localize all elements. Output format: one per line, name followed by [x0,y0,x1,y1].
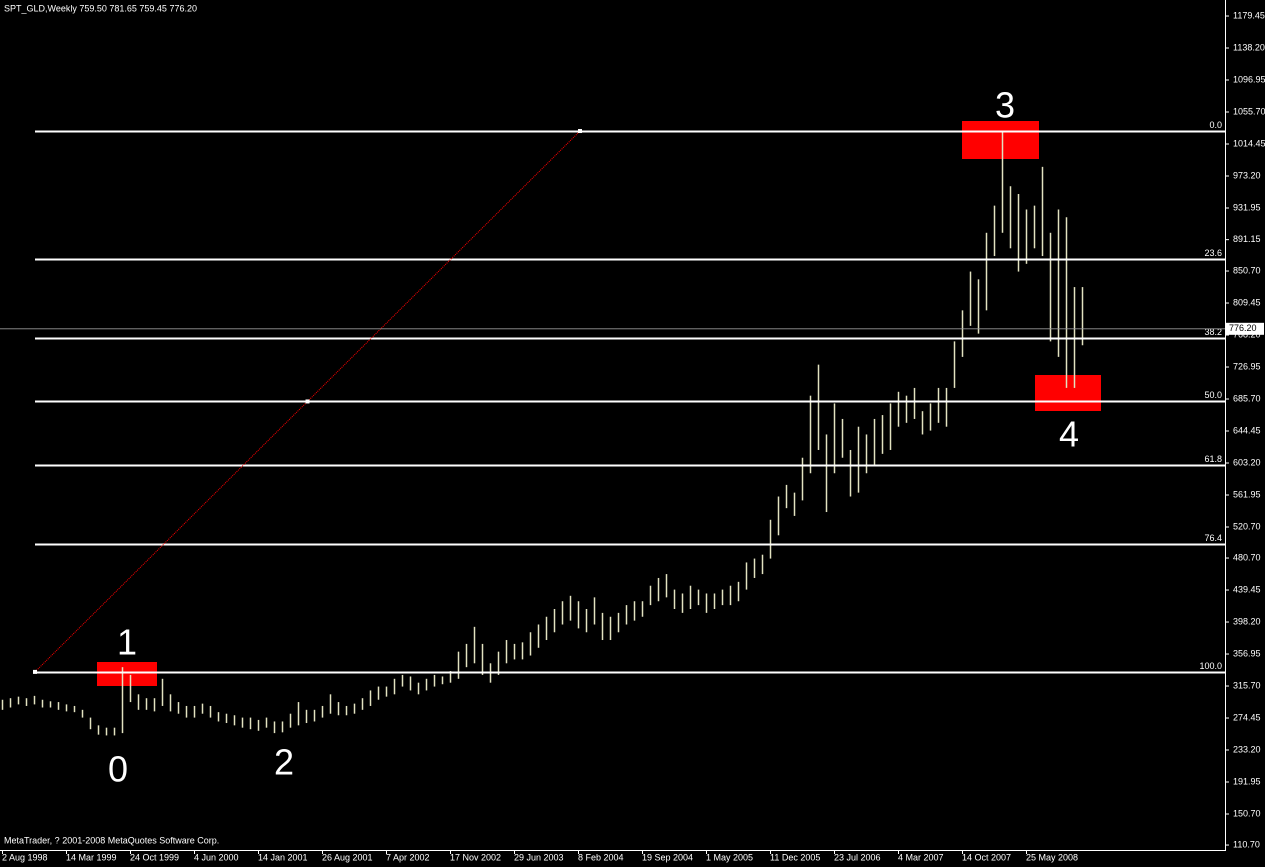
x-tick-label: 4 Jun 2000 [194,852,239,862]
y-tick-label: 931.95 [1233,202,1261,212]
x-tick-label: 14 Mar 1999 [66,852,117,862]
y-tick-label: 315.70 [1233,680,1261,690]
marker-box [1035,375,1101,411]
fibo-label: 0.0 [1209,120,1222,130]
y-tick-label: 356.95 [1233,648,1261,658]
y-tick-label: 726.95 [1233,361,1261,371]
last-price-label: 776.20 [1229,323,1257,333]
x-tick-label: 24 Oct 1999 [130,852,179,862]
wave-label: 1 [117,622,137,663]
x-tick-label: 7 Apr 2002 [386,852,430,862]
y-tick-label: 398.20 [1233,616,1261,626]
last-price-box [1226,322,1264,335]
x-tick-label: 17 Nov 2002 [450,852,501,862]
fibo-label: 76.4 [1204,533,1222,543]
fibo-label: 100.0 [1199,661,1222,671]
fibo-anchor [578,129,582,134]
y-tick-label: 150.70 [1233,808,1261,818]
y-tick-label: 850.70 [1233,265,1261,275]
y-tick-label: 110.70 [1233,839,1260,849]
y-tick-label: 685.70 [1233,393,1261,403]
y-tick-label: 891.15 [1233,234,1261,244]
x-tick-label: 29 Jun 2003 [514,852,564,862]
y-tick-label: 973.20 [1233,170,1261,180]
fibo-label: 61.8 [1204,454,1222,464]
x-tick-label: 1 May 2005 [706,852,753,862]
fibo-label: 38.2 [1204,327,1222,337]
x-tick-label: 11 Dec 2005 [770,852,820,862]
wave-label: 3 [995,85,1015,126]
x-tick-label: 26 Aug 2001 [322,852,373,862]
x-tick-label: 8 Feb 2004 [578,852,624,862]
y-tick-label: 1096.95 [1233,74,1265,84]
y-tick-label: 1014.45 [1233,138,1265,148]
x-tick-label: 25 May 2008 [1026,852,1078,862]
y-tick-label: 191.95 [1233,776,1261,786]
y-tick-label: 644.45 [1233,425,1261,435]
fibo-label: 23.6 [1204,248,1222,258]
wave-label: 2 [274,742,294,783]
y-tick-label: 809.45 [1233,297,1261,307]
y-tick-label: 561.95 [1233,489,1261,499]
y-tick-label: 439.45 [1233,584,1261,594]
wave-label: 4 [1059,414,1079,455]
fibo-anchor [33,669,37,674]
x-tick-label: 14 Oct 2007 [962,852,1011,862]
x-tick-label: 4 Mar 2007 [898,852,944,862]
fibo-label: 50.0 [1204,390,1222,400]
marker-box [97,662,157,686]
y-tick-label: 274.45 [1233,712,1261,722]
footer: MetaTrader, ? 2001-2008 MetaQuotes Softw… [4,835,219,845]
y-tick-label: 480.70 [1233,552,1261,562]
x-tick-label: 23 Jul 2006 [834,852,881,862]
y-tick-label: 1138.20 [1233,42,1265,52]
x-tick-label: 2 Aug 1998 [2,852,48,862]
x-tick-label: 14 Jan 2001 [258,852,308,862]
fibo-anchor [305,399,310,404]
x-tick-label: 19 Sep 2004 [642,852,693,862]
marker-box [962,121,1039,159]
y-tick-label: 1055.70 [1233,106,1265,116]
chart-title: SPT_GLD,Weekly 759.50 781.65 759.45 776.… [4,3,197,13]
y-tick-label: 603.20 [1233,457,1261,467]
y-tick-label: 520.70 [1233,521,1261,531]
y-tick-label: 1179.45 [1233,10,1265,20]
y-tick-label: 233.20 [1233,744,1261,754]
wave-label: 0 [108,749,128,790]
